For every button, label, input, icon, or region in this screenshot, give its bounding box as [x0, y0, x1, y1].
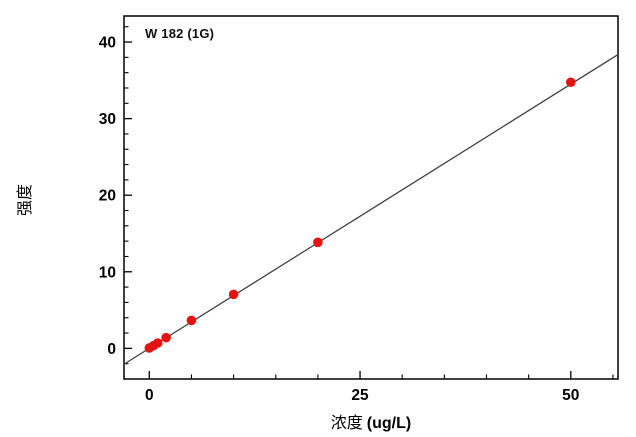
x-axis-title-cjk: 浓度: [330, 415, 367, 432]
plot-border: [123, 15, 619, 380]
y-tick-label: 0: [107, 341, 116, 358]
data-point: [565, 77, 576, 88]
x-tick-label: 0: [145, 387, 154, 404]
data-point: [228, 289, 239, 300]
y-tick-label: 10: [99, 264, 116, 281]
data-point: [186, 315, 197, 326]
x-tick-label: 25: [351, 387, 369, 404]
fit-line: [123, 54, 619, 365]
x-tick-label: 50: [562, 387, 579, 404]
y-tick-label: 40: [99, 35, 116, 52]
plot-annotation: W 182 (1G): [145, 26, 215, 41]
data-point: [313, 237, 323, 248]
data-point: [161, 332, 171, 343]
data-point: [152, 338, 163, 348]
x-axis-title: 浓度 (ug/L): [124, 409, 618, 433]
y-tick-label: 20: [99, 188, 116, 205]
x-axis-title-unit: (ug/L): [366, 415, 412, 432]
y-axis-title: 强度: [17, 184, 34, 217]
y-tick-label: 30: [99, 111, 116, 128]
